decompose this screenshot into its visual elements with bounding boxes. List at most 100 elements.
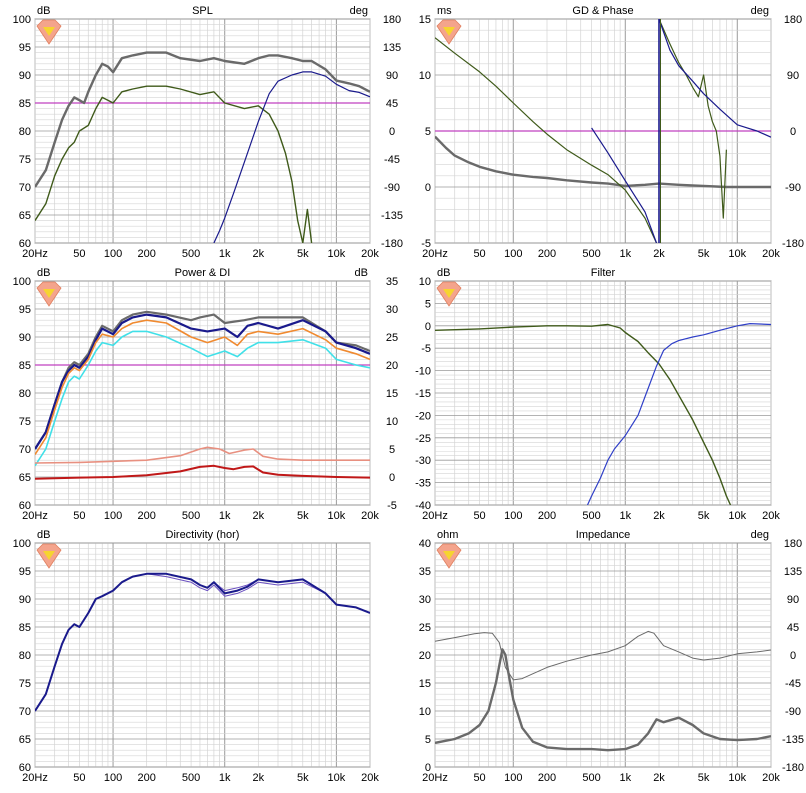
x-tick-label: 1k xyxy=(619,248,631,260)
x-tick-label: 500 xyxy=(582,248,600,260)
chart-title: Filter xyxy=(591,267,616,279)
chart-gd: GD & Phase-5051015ms-180-90090180deg20Hz… xyxy=(419,5,804,260)
y-tick-label: 70 xyxy=(19,444,31,456)
x-tick-label: 20k xyxy=(361,772,379,784)
x-tick-label: 20Hz xyxy=(422,510,448,522)
y-unit-right: deg xyxy=(350,5,368,17)
x-tick-label: 1k xyxy=(219,248,231,260)
x-tick-label: 200 xyxy=(137,772,155,784)
chart-filter: Filter -40 -35 -30 -25 -20 -15 -10 -5 0 5 10 dB 20Hz 5… xyxy=(415,267,780,522)
x-tick-label: 50 xyxy=(73,248,85,260)
y2-tick-label: 180 xyxy=(784,538,802,550)
y2-tick-label: -45 xyxy=(384,154,400,166)
y-tick-label: -30 xyxy=(415,455,431,467)
x-tick-label: 5k xyxy=(698,772,710,784)
x-tick-label: 500 xyxy=(582,510,600,522)
y-tick-label: 100 xyxy=(13,276,31,288)
x-tick-label: 20Hz xyxy=(422,248,448,260)
y2-tick-label: 45 xyxy=(787,622,799,634)
y2-tick-label: 0 xyxy=(389,126,395,138)
y2-tick-label: -180 xyxy=(782,762,804,774)
y2-tick-label: 90 xyxy=(787,594,799,606)
x-tick-label: 5k xyxy=(698,248,710,260)
y-tick-label: 100 xyxy=(13,538,31,550)
y-tick-label: 70 xyxy=(19,706,31,718)
x-tick-label: 100 xyxy=(504,772,522,784)
y-tick-label: 65 xyxy=(19,210,31,222)
x-tick-label: 20k xyxy=(762,510,780,522)
x-tick-label: 5k xyxy=(297,772,309,784)
y2-tick-label: 5 xyxy=(389,444,395,456)
y-tick-label: 80 xyxy=(19,126,31,138)
x-tick-label: 1k xyxy=(219,510,231,522)
y-unit-left: ohm xyxy=(437,529,458,541)
x-tick-label: 20k xyxy=(361,248,379,260)
y-tick-label: 80 xyxy=(19,650,31,662)
x-tick-label: 50 xyxy=(473,772,485,784)
y-tick-label: 85 xyxy=(19,98,31,110)
x-tick-label: 1k xyxy=(219,772,231,784)
y-tick-label: 0 xyxy=(425,321,431,333)
y-tick-label: 20 xyxy=(419,650,431,662)
y-tick-label: 75 xyxy=(19,678,31,690)
y2-tick-label: -180 xyxy=(782,238,804,250)
x-tick-label: 2k xyxy=(653,248,665,260)
x-tick-label: 50 xyxy=(73,772,85,784)
y-unit-left: ms xyxy=(437,5,452,17)
x-tick-label: 500 xyxy=(182,248,200,260)
x-tick-label: 100 xyxy=(504,510,522,522)
chart-directivity: Directivity (hor)6065707580859095100dB20… xyxy=(13,529,380,784)
y-tick-label: -15 xyxy=(415,388,431,400)
x-tick-label: 200 xyxy=(137,510,155,522)
y2-tick-label: 10 xyxy=(386,416,398,428)
y-tick-label: -25 xyxy=(415,433,431,445)
y-unit-left: dB xyxy=(437,267,450,279)
y2-tick-label: -45 xyxy=(785,678,801,690)
x-tick-label: 100 xyxy=(104,510,122,522)
y-tick-label: 85 xyxy=(19,622,31,634)
x-tick-label: 20Hz xyxy=(22,510,48,522)
y2-tick-label: -90 xyxy=(785,706,801,718)
y-unit-left: dB xyxy=(37,5,50,17)
y-unit-right: deg xyxy=(751,5,769,17)
x-tick-label: 2k xyxy=(253,772,265,784)
x-tick-label: 5k xyxy=(698,510,710,522)
x-tick-label: 200 xyxy=(137,248,155,260)
y-tick-label: -10 xyxy=(415,366,431,378)
y-tick-label: 35 xyxy=(419,566,431,578)
x-tick-label: 1k xyxy=(619,510,631,522)
x-tick-label: 500 xyxy=(582,772,600,784)
y2-tick-label: -135 xyxy=(381,210,403,222)
x-tick-label: 10k xyxy=(328,248,346,260)
y2-tick-label: 180 xyxy=(784,14,802,26)
y2-tick-label: 20 xyxy=(386,360,398,372)
x-tick-label: 50 xyxy=(473,248,485,260)
y2-tick-label: -135 xyxy=(782,734,804,746)
y2-tick-label: -5 xyxy=(387,500,397,512)
y2-tick-label: -90 xyxy=(785,182,801,194)
x-tick-label: 2k xyxy=(253,510,265,522)
y2-tick-label: 0 xyxy=(389,472,395,484)
x-tick-label: 5k xyxy=(297,248,309,260)
y-tick-label: 10 xyxy=(419,70,431,82)
x-tick-label: 200 xyxy=(538,248,556,260)
y-tick-label: 95 xyxy=(19,42,31,54)
x-tick-label: 2k xyxy=(253,248,265,260)
x-tick-label: 2k xyxy=(653,772,665,784)
y2-tick-label: 0 xyxy=(790,650,796,662)
y2-tick-label: 90 xyxy=(386,70,398,82)
x-tick-label: 100 xyxy=(504,248,522,260)
y-tick-label: 65 xyxy=(19,472,31,484)
y-tick-label: 95 xyxy=(19,566,31,578)
y2-tick-label: 0 xyxy=(790,126,796,138)
y2-tick-label: 30 xyxy=(386,304,398,316)
y2-tick-label: -180 xyxy=(381,238,403,250)
y2-tick-label: 35 xyxy=(386,276,398,288)
y-tick-label: -35 xyxy=(415,478,431,490)
y-tick-label: 100 xyxy=(13,14,31,26)
y-tick-label: 65 xyxy=(19,734,31,746)
x-tick-label: 20Hz xyxy=(22,248,48,260)
chart-title: Impedance xyxy=(576,529,630,541)
x-tick-label: 20k xyxy=(361,510,379,522)
x-tick-label: 10k xyxy=(328,510,346,522)
